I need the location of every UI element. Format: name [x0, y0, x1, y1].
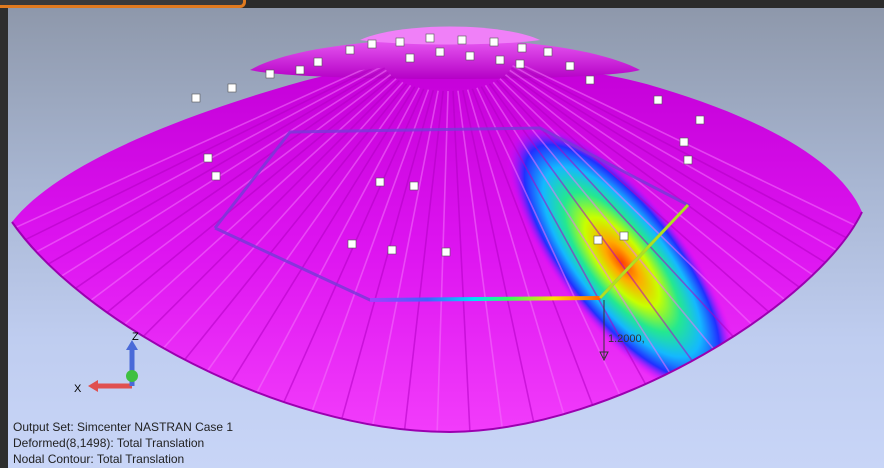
- node-marker[interactable]: [435, 47, 445, 57]
- rib-line: [305, 89, 430, 428]
- node-marker[interactable]: [695, 115, 705, 125]
- rib-line: [471, 88, 600, 423]
- rib-line: [480, 86, 660, 409]
- node-marker[interactable]: [593, 235, 603, 245]
- rib-line: [492, 81, 739, 380]
- window-left-edge: [0, 8, 8, 468]
- node-marker[interactable]: [313, 57, 323, 67]
- node-marker[interactable]: [585, 75, 595, 85]
- axis-x-label: X: [74, 383, 82, 395]
- node-marker[interactable]: [375, 177, 385, 187]
- rib-line: [513, 63, 862, 237]
- node-marker[interactable]: [367, 39, 377, 49]
- node-marker[interactable]: [227, 83, 237, 93]
- rib-line: [436, 91, 449, 432]
- rib-line: [90, 78, 397, 356]
- node-marker[interactable]: [515, 59, 525, 69]
- node-marker[interactable]: [489, 37, 499, 47]
- conical-shell[interactable]: [12, 63, 862, 432]
- edge-band: [369, 296, 601, 302]
- node-marker[interactable]: [683, 155, 693, 165]
- rib-line: [160, 83, 408, 390]
- node-marker[interactable]: [465, 51, 475, 61]
- window-tab[interactable]: [0, 0, 246, 8]
- node-marker[interactable]: [345, 45, 355, 55]
- node-marker[interactable]: [619, 231, 629, 241]
- coordinate-triad[interactable]: X Z: [74, 331, 139, 395]
- rib-line: [462, 90, 537, 432]
- model-viewport[interactable]: 1.2000, X Z Output Set: Simcenter NASTRA…: [8, 8, 884, 468]
- rib-line: [504, 74, 821, 329]
- contour-hotspot: [505, 122, 739, 402]
- rib-line: [370, 90, 439, 432]
- rib-line: [510, 67, 860, 284]
- rib-line: [12, 63, 384, 253]
- node-marker[interactable]: [495, 55, 505, 65]
- rib-line: [71, 76, 394, 343]
- node-marker[interactable]: [679, 137, 689, 147]
- node-marker[interactable]: [191, 93, 201, 103]
- rib-line: [512, 64, 862, 269]
- rib-line: [274, 88, 425, 423]
- x-arrowhead-icon: [88, 380, 98, 392]
- node-marker[interactable]: [203, 153, 213, 163]
- rib-line: [452, 90, 471, 432]
- rib-line: [499, 78, 784, 356]
- node-marker[interactable]: [457, 35, 467, 45]
- rib-line: [337, 90, 435, 432]
- y-axis-stub: [126, 370, 138, 382]
- node-marker[interactable]: [425, 33, 435, 43]
- rib-line: [243, 87, 420, 416]
- axis-z-label: Z: [132, 331, 139, 343]
- outer-rim: [11, 211, 863, 434]
- status-contour: Nodal Contour: Total Translation: [13, 452, 185, 466]
- annotation-value: 1.2000,: [608, 333, 645, 345]
- z-arrowhead-icon: [126, 340, 138, 350]
- rib-line: [38, 71, 389, 315]
- node-marker[interactable]: [295, 65, 305, 75]
- rib-line: [457, 90, 504, 432]
- node-marker[interactable]: [211, 171, 221, 181]
- rib-line: [12, 63, 383, 237]
- node-marker[interactable]: [347, 239, 357, 249]
- rib-line: [12, 64, 384, 269]
- rib-line: [25, 69, 387, 300]
- rib-line: [502, 76, 803, 343]
- rib-line: [111, 80, 400, 368]
- node-marker[interactable]: [565, 61, 575, 71]
- rib-line: [186, 84, 412, 400]
- node-marker[interactable]: [653, 95, 663, 105]
- rib-line: [509, 69, 849, 300]
- node-marker[interactable]: [441, 247, 451, 257]
- rib-line: [403, 90, 444, 432]
- edge-band-2: [598, 203, 690, 300]
- rib-line: [214, 86, 416, 409]
- node-marker[interactable]: [543, 47, 553, 57]
- status-deformed: Deformed(8,1498): Total Translation: [13, 436, 205, 450]
- node-markers[interactable]: [191, 33, 705, 257]
- crown-cap: [360, 26, 540, 45]
- node-marker[interactable]: [517, 43, 527, 53]
- node-marker[interactable]: [395, 37, 405, 47]
- rib-line: [507, 71, 836, 315]
- annotation-arrow-icon: [599, 351, 609, 362]
- rib-line: [14, 67, 386, 284]
- node-marker[interactable]: [405, 53, 415, 63]
- top-crown: [250, 39, 640, 79]
- rib-line: [466, 89, 569, 428]
- status-output-set: Output Set: Simcenter NASTRAN Case 1: [13, 420, 234, 434]
- node-marker[interactable]: [265, 69, 275, 79]
- fe-model-render[interactable]: 1.2000, X Z: [8, 8, 884, 468]
- node-marker[interactable]: [409, 181, 419, 191]
- rib-line: [513, 63, 862, 253]
- node-marker[interactable]: [387, 245, 397, 255]
- rib-line: [484, 84, 688, 400]
- rib-line: [53, 74, 392, 329]
